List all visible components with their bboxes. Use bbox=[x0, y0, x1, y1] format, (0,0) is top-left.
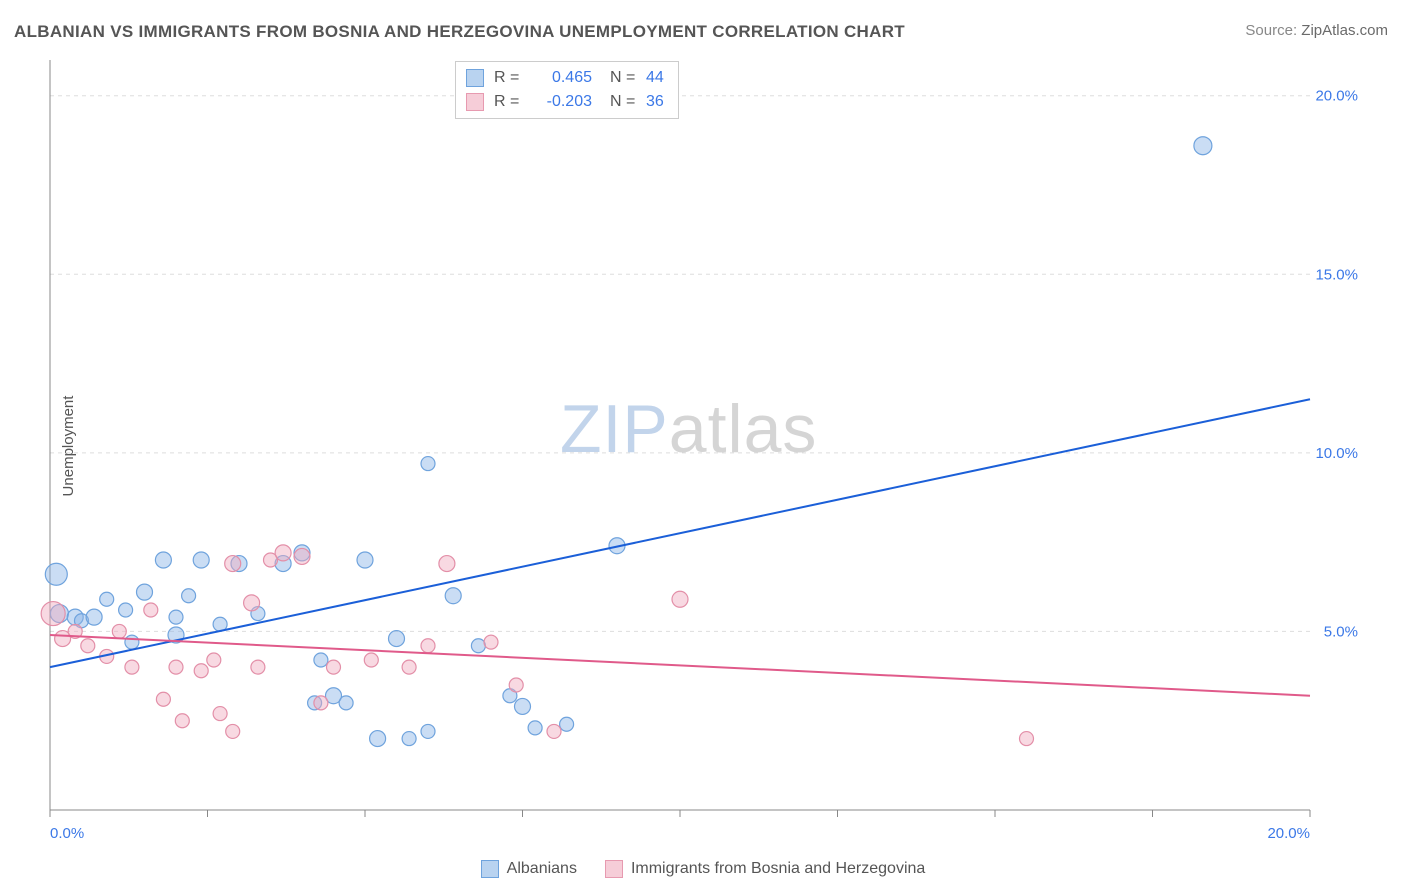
legend-swatch-pink bbox=[466, 93, 484, 111]
legend-swatch-blue bbox=[466, 69, 484, 87]
correlation-chart: 5.0% 10.0% 15.0% 20.0% 0.0% 20.0% bbox=[0, 0, 1406, 892]
r-value: 0.465 bbox=[530, 69, 592, 87]
n-label: N = bbox=[610, 93, 636, 111]
n-label: N = bbox=[610, 69, 636, 87]
legend-label: Albanians bbox=[507, 860, 577, 878]
legend-label: Immigrants from Bosnia and Herzegovina bbox=[631, 860, 925, 878]
svg-text:20.0%: 20.0% bbox=[1267, 825, 1310, 842]
legend-swatch-pink bbox=[605, 860, 623, 878]
n-value: 44 bbox=[646, 69, 664, 87]
n-value: 36 bbox=[646, 93, 664, 111]
r-value: -0.203 bbox=[530, 93, 592, 111]
svg-text:20.0%: 20.0% bbox=[1315, 88, 1358, 105]
legend-item-bosnia: Immigrants from Bosnia and Herzegovina bbox=[605, 860, 925, 878]
legend-swatch-blue bbox=[481, 860, 499, 878]
svg-text:0.0%: 0.0% bbox=[50, 825, 84, 842]
r-label: R = bbox=[494, 93, 520, 111]
correlation-legend-row: R = -0.203 N = 36 bbox=[466, 90, 664, 114]
svg-text:10.0%: 10.0% bbox=[1315, 445, 1358, 462]
legend-item-albanians: Albanians bbox=[481, 860, 577, 878]
correlation-legend-row: R = 0.465 N = 44 bbox=[466, 66, 664, 90]
svg-text:15.0%: 15.0% bbox=[1315, 266, 1358, 283]
series-legend: Albanians Immigrants from Bosnia and Her… bbox=[0, 860, 1406, 878]
r-label: R = bbox=[494, 69, 520, 87]
svg-text:5.0%: 5.0% bbox=[1324, 623, 1358, 640]
correlation-legend: R = 0.465 N = 44 R = -0.203 N = 36 bbox=[455, 61, 679, 119]
